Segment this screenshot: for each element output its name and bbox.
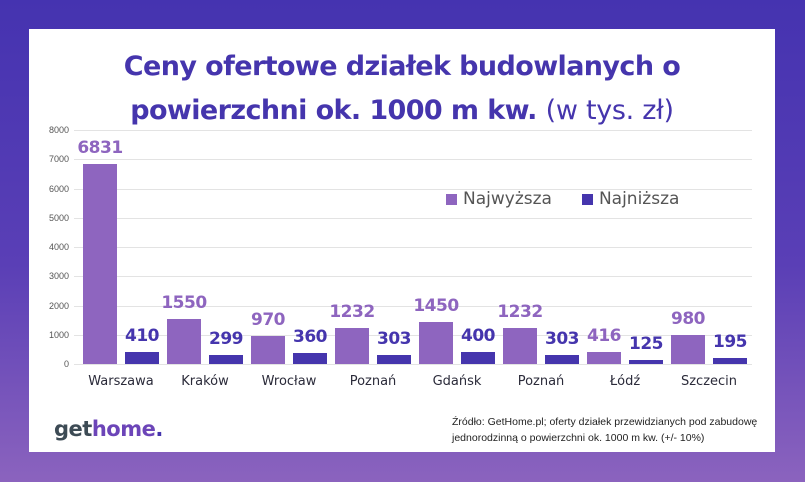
y-tick-label: 6000 <box>48 183 69 194</box>
logo-dot: . <box>155 417 163 441</box>
x-axis-label: Wrocław <box>261 374 317 389</box>
value-label-high: 416 <box>587 325 622 346</box>
value-label-low: 303 <box>545 329 580 350</box>
value-label-high: 1232 <box>329 301 375 322</box>
y-tick-label: 3000 <box>48 271 69 282</box>
y-tick-label: 0 <box>63 359 69 369</box>
logo-get: get <box>54 417 92 441</box>
y-tick-label: 7000 <box>48 154 69 165</box>
value-label-low: 125 <box>629 334 664 355</box>
gridline <box>74 130 752 131</box>
gridline <box>74 306 752 307</box>
value-label-high: 1232 <box>497 301 543 322</box>
gridline <box>74 364 752 365</box>
y-tick-label: 2000 <box>48 300 69 311</box>
x-axis-label: Szczecin <box>680 374 738 389</box>
value-label-low: 400 <box>461 326 496 347</box>
y-tick-label: 1000 <box>48 329 69 340</box>
legend-item-low: Najniższa <box>581 189 680 209</box>
y-tick-label: 8000 <box>48 125 69 135</box>
gridline <box>74 218 752 219</box>
y-tick-label: 4000 <box>48 242 69 252</box>
bar-high <box>419 321 453 364</box>
title-line-2-bold: powierzchni ok. 1000 m kw. <box>130 95 537 126</box>
chart-legend: Najwyższa Najniższa <box>446 189 679 209</box>
x-axis-label: Warszawa <box>88 374 154 389</box>
bar-low <box>629 360 663 364</box>
bar-high <box>587 351 621 364</box>
source-line-1: Źródło: GetHome.pl; oferty działek przew… <box>452 416 758 428</box>
bar-high <box>83 164 117 364</box>
value-label-low: 303 <box>377 329 412 350</box>
gridline <box>74 335 752 336</box>
bar-low <box>545 355 579 364</box>
source-note: Źródło: GetHome.pl; oferty działek przew… <box>452 414 757 446</box>
bar-low <box>209 355 243 364</box>
bar-low <box>713 358 747 364</box>
x-axis-label: Gdańsk <box>432 374 482 389</box>
bar-low <box>377 355 411 364</box>
title-line-1: Ceny ofertowe działek budowlanych o <box>123 51 681 82</box>
bar-high <box>503 327 537 364</box>
bar-high <box>671 335 705 364</box>
value-label-high: 6831 <box>77 138 123 159</box>
value-label-low: 360 <box>293 327 328 348</box>
chart-title: Ceny ofertowe działek budowlanych o powi… <box>29 45 775 133</box>
x-axis-label: Kraków <box>181 374 229 389</box>
x-axis-label: Poznań <box>349 374 397 389</box>
value-label-low: 195 <box>713 332 748 353</box>
legend-label-high: Najwyższa <box>463 189 552 209</box>
bar-chart: 0 1000 2000 3000 4000 5000 6000 7000 8000 6831 410… <box>29 29 775 452</box>
bar-low <box>125 352 159 364</box>
value-label-high: 970 <box>251 309 286 330</box>
gridline <box>74 276 752 277</box>
value-label-low: 410 <box>125 326 160 346</box>
legend-label-low: Najniższa <box>598 189 680 209</box>
title-unit: (w tys. zł) <box>545 95 674 126</box>
gethome-logo: gethome. <box>54 417 163 441</box>
title-line-2: powierzchni ok. 1000 m kw. (w tys. zł) <box>29 89 775 133</box>
logo-home: home <box>91 417 156 441</box>
chart-panel: Ceny ofertowe działek budowlanych o powi… <box>29 29 775 452</box>
x-axis-label: Poznań <box>517 374 565 389</box>
bar-low <box>293 353 327 364</box>
legend-swatch-low <box>581 193 593 205</box>
gridline <box>74 247 752 248</box>
x-axis-label: Łódź <box>609 374 641 389</box>
gridline <box>74 159 752 160</box>
bar-low <box>461 352 495 364</box>
bar-high <box>335 327 369 364</box>
bar-high <box>167 318 201 364</box>
legend-item-high: Najwyższa <box>446 189 552 209</box>
bar-high <box>251 335 285 364</box>
value-label-low: 299 <box>209 329 244 350</box>
legend-swatch-high <box>446 193 457 205</box>
y-tick-label: 5000 <box>48 212 69 223</box>
value-label-high: 1550 <box>161 292 207 313</box>
value-label-high: 980 <box>671 309 706 330</box>
gridline <box>74 189 752 190</box>
source-line-2: jednorodzinną o powierzchni ok. 1000 m k… <box>452 432 705 444</box>
value-label-high: 1450 <box>413 295 459 316</box>
